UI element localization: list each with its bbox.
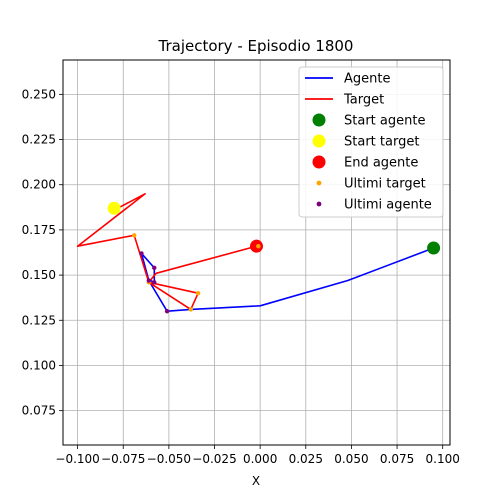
x-axis-label: X — [252, 474, 260, 488]
plot-frame — [62, 59, 451, 446]
point-ultimi-agente — [139, 251, 144, 256]
x-tick-label: 0.075 — [380, 452, 414, 466]
legend-label-start-agente: Start agente — [344, 114, 425, 129]
point-ultimi-agente — [164, 309, 170, 314]
x-tick-label: −0.100 — [55, 452, 99, 466]
legend-label-target: Target — [343, 93, 384, 108]
legend: Agente Target Start agente Start target End … — [298, 66, 444, 218]
plot-series — [76, 193, 441, 314]
legend-swatch-start-target — [312, 134, 326, 148]
legend-box — [298, 66, 444, 218]
legend-label-ultimi-target: Ultimi target — [344, 177, 426, 192]
point-ultimi-target — [188, 307, 193, 312]
x-tick-label: −0.075 — [101, 452, 145, 466]
y-tick-label: 0.150 — [22, 268, 56, 282]
marker-start-target — [107, 201, 121, 215]
x-tick-label: 0.100 — [426, 452, 460, 466]
y-tick-label: 0.075 — [22, 404, 56, 418]
marker-start-agente — [427, 241, 441, 255]
y-tick-label: 0.200 — [22, 178, 56, 192]
legend-label-start-target: Start target — [344, 135, 419, 150]
y-tick-label: 0.225 — [22, 133, 56, 147]
y-tick-label: 0.100 — [22, 358, 56, 372]
x-tick-label: −0.025 — [192, 452, 236, 466]
x-tick-label: 0.050 — [334, 452, 368, 466]
legend-swatch-ultimi-target — [316, 180, 322, 186]
legend-label-ultimi-agente: Ultimi agente — [344, 198, 432, 213]
legend-swatch-end-agente — [312, 155, 326, 169]
point-ultimi-agente — [152, 280, 157, 285]
y-axis: 0.075 0.100 0.125 0.150 0.175 0.200 0.225 0.250 — [22, 87, 63, 418]
y-tick-label: 0.125 — [22, 313, 56, 327]
x-tick-label: −0.050 — [147, 452, 191, 466]
legend-label-end-agente: End agente — [344, 156, 418, 171]
x-tick-label: 0.000 — [243, 452, 277, 466]
point-ultimi-target — [256, 243, 261, 249]
x-tick-label: 0.025 — [289, 452, 323, 466]
point-ultimi-target — [131, 233, 137, 238]
point-ultimi-target — [195, 290, 201, 296]
y-tick-label: 0.175 — [22, 223, 56, 237]
legend-swatch-start-agente — [312, 113, 326, 127]
x-axis: −0.100 −0.075 −0.050 −0.025 0.000 0.025 0.050 0… — [55, 445, 460, 466]
point-ultimi-agente — [152, 265, 157, 271]
series-line-target — [76, 193, 257, 311]
legend-label-agente: Agente — [344, 72, 390, 87]
chart-title: Trajectory - Episodio 1800 — [158, 37, 354, 55]
legend-swatch-ultimi-agente — [316, 201, 322, 207]
point-ultimi-agente — [146, 278, 151, 283]
y-tick-label: 0.250 — [22, 87, 56, 101]
